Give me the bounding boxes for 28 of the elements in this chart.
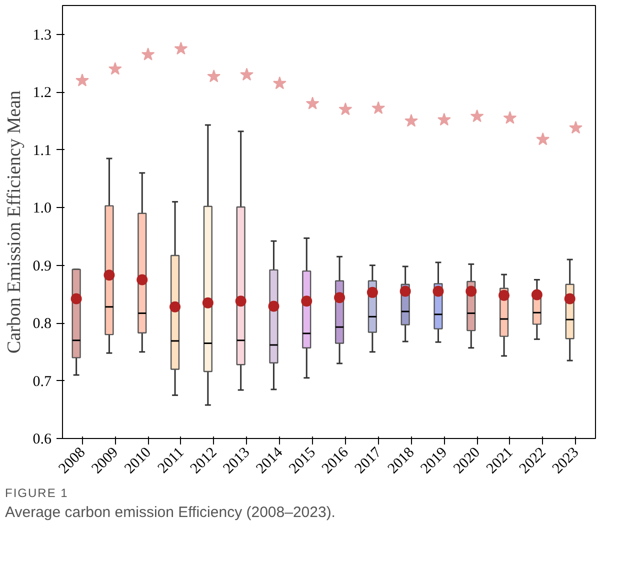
y-tick-label: 1.0 (32, 200, 52, 217)
point (536, 132, 550, 146)
point (76, 74, 89, 86)
y-tick-label: 0.9 (32, 258, 52, 274)
y-tick-label: 1.1 (32, 142, 52, 159)
point (240, 68, 254, 81)
caption: FIGURE 1 (5, 485, 70, 502)
point (437, 112, 451, 126)
point (404, 114, 418, 127)
y-tick-label: 0.8 (32, 316, 52, 332)
y-tick-label: 0.7 (32, 374, 52, 390)
y-tick-label: 1.2 (32, 85, 52, 102)
text: Average carbon emission Efficiency (2008–2023). (5, 503, 336, 524)
x-tick-label: 2011 (155, 444, 188, 477)
y-tick-label: 0.6 (32, 432, 52, 448)
point (338, 102, 352, 116)
point (306, 96, 320, 110)
point (470, 109, 484, 122)
y-axis-title: Carbon Emission Efficiency Mean (4, 90, 25, 354)
point (372, 101, 386, 114)
point (141, 48, 155, 60)
y-tick-label: 1.3 (32, 27, 52, 44)
point (108, 62, 122, 75)
point (174, 42, 188, 55)
point (569, 120, 582, 134)
point (207, 70, 221, 82)
point (272, 76, 286, 90)
point (503, 111, 517, 124)
